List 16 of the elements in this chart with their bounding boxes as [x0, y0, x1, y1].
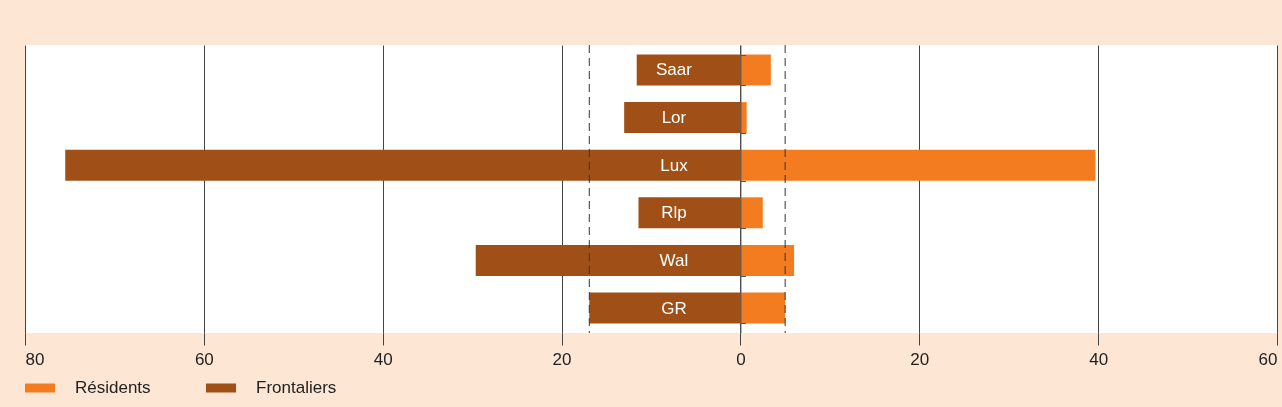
x-tick-label: 20: [910, 349, 930, 369]
x-tick-label: 80: [25, 349, 45, 369]
y-tick-label: Rlp: [661, 203, 687, 223]
y-tick-label: Saar: [655, 60, 693, 80]
legend-label: Résidents: [75, 378, 151, 397]
x-tick-label: 60: [194, 349, 214, 369]
y-tick-label: Wal: [659, 250, 689, 270]
x-tick-label: 20: [552, 349, 572, 369]
y-tick-label: Lux: [660, 155, 689, 175]
x-tick-label: 60: [1258, 349, 1278, 369]
x-tick-label: 40: [1089, 349, 1109, 369]
x-tick-label: 0: [736, 349, 746, 369]
x-tick-label: 40: [373, 349, 393, 369]
legend-label: Frontaliers: [256, 378, 337, 397]
y-tick-label: Lor: [661, 108, 687, 128]
y-tick-label: GR: [661, 298, 687, 318]
